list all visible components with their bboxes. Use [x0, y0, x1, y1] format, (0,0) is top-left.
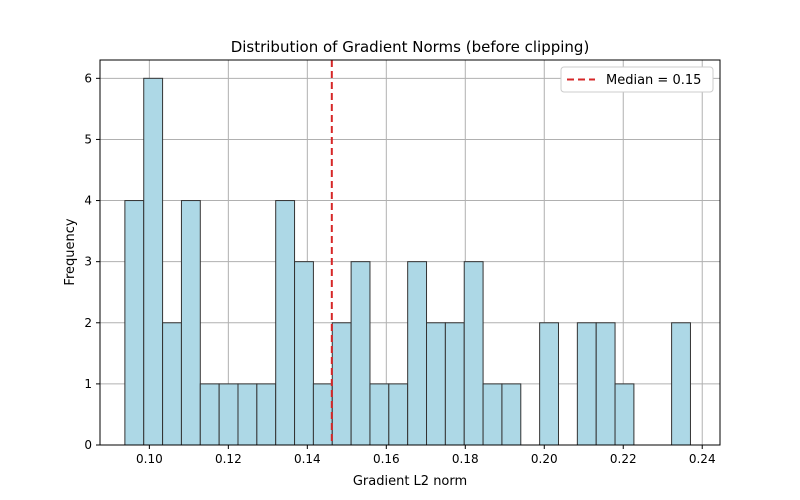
x-tick-label: 0.24: [689, 452, 716, 466]
plot-frame: [99, 59, 721, 446]
histogram-bar: [237, 383, 258, 446]
histogram-bar: [294, 261, 314, 446]
histogram-bar: [143, 77, 164, 446]
histogram-bar: [407, 261, 428, 446]
histogram-bar: [501, 383, 522, 446]
legend-label: Median = 0.15: [606, 73, 701, 88]
histogram-bar: [482, 383, 503, 446]
histogram-bar: [463, 261, 484, 446]
ticks-layer: 0.10 0.12 0.14 0.16 0.18 0.20 0.22 0.24 0 1 2 3 4 5 6: [84, 71, 715, 466]
histogram-bar: [576, 322, 597, 446]
legend-box: [560, 66, 714, 93]
histogram-bar: [369, 383, 390, 446]
histogram-bar: [388, 383, 409, 446]
x-tick-label: 0.16: [373, 452, 400, 466]
histogram-bar: [162, 322, 182, 446]
legend: Median = 0.15: [560, 66, 714, 93]
x-axis-label: Gradient L2 norm: [353, 474, 467, 489]
chart-title: Distribution of Gradient Norms (before c…: [231, 38, 590, 56]
histogram-bar: [275, 200, 296, 446]
bars-layer: [124, 77, 691, 446]
y-tick-label: 0: [84, 438, 92, 452]
y-tick-label: 1: [84, 377, 92, 391]
histogram-bar: [180, 200, 201, 446]
x-tick-label: 0.10: [136, 452, 163, 466]
histogram-bar: [256, 383, 277, 446]
histogram-bar: [199, 383, 220, 446]
x-tick-label: 0.18: [452, 452, 479, 466]
histogram-bar: [218, 383, 239, 446]
x-tick-label: 0.20: [531, 452, 558, 466]
y-tick-label: 3: [84, 255, 92, 269]
histogram-bar: [312, 383, 333, 446]
histogram-bar: [426, 322, 446, 446]
histogram-bar: [595, 322, 616, 446]
histogram-bar: [350, 261, 371, 446]
y-axis-label: Frequency: [63, 218, 78, 285]
histogram-bar: [124, 200, 145, 446]
histogram-bar: [539, 322, 559, 446]
x-tick-label: 0.22: [610, 452, 637, 466]
y-tick-label: 4: [84, 194, 92, 208]
y-tick-label: 5: [84, 132, 92, 146]
x-tick-label: 0.12: [215, 452, 242, 466]
y-tick-label: 2: [84, 316, 92, 330]
histogram-bar: [331, 322, 352, 446]
histogram-bar: [444, 322, 465, 446]
histogram-bar: [614, 383, 635, 446]
x-tick-label: 0.14: [294, 452, 321, 466]
y-tick-label: 6: [84, 71, 92, 85]
histogram-bar: [671, 322, 691, 446]
